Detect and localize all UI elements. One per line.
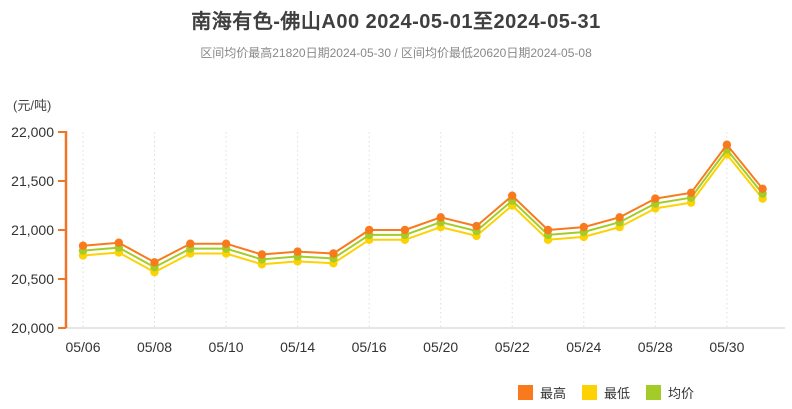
legend-label-low: 最低 — [604, 386, 631, 401]
series-line-low — [82, 153, 764, 274]
x-tick-label: 05/10 — [209, 339, 244, 355]
x-tick-label: 05/22 — [495, 339, 530, 355]
legend-item-avg[interactable]: 均价 — [646, 383, 694, 402]
y-tick-label: 21,500 — [11, 173, 54, 189]
y-tick-label: 22,000 — [11, 124, 54, 140]
data-point-high — [722, 140, 732, 149]
data-point-high — [686, 188, 696, 197]
legend-swatch-avg-icon — [646, 385, 662, 400]
chart-subtitle: 区间均价最高21820日期2024-05-30 / 区间均价最低20620日期2… — [200, 46, 592, 60]
data-point-high — [186, 239, 195, 248]
data-point-high — [579, 222, 588, 232]
data-point-high — [472, 221, 481, 231]
legend-item-low[interactable]: 最低 — [582, 383, 630, 402]
y-axis-unit-label: (元/吨) — [13, 98, 52, 113]
x-tick-label: 05/28 — [638, 339, 673, 355]
data-point-high — [78, 241, 88, 250]
x-tick-label: 05/30 — [709, 339, 744, 355]
legend-swatch-low-icon — [582, 385, 598, 400]
x-tick-label: 05/16 — [352, 339, 387, 355]
data-point-high — [651, 194, 660, 203]
data-point-high — [221, 239, 231, 248]
x-tick-label: 05/14 — [280, 339, 315, 355]
data-point-high — [365, 225, 374, 235]
x-tick-label: 05/24 — [566, 339, 601, 355]
legend-label-avg: 均价 — [668, 386, 695, 401]
data-point-high — [758, 184, 767, 193]
chart-title: 南海有色-佛山A00 2024-05-01至2024-05-31 — [191, 11, 601, 33]
legend-label-high: 最高 — [540, 386, 567, 401]
x-tick-label: 05/06 — [65, 339, 100, 355]
data-point-high — [508, 191, 517, 200]
data-point-high — [400, 225, 410, 235]
data-point-high — [150, 258, 159, 267]
data-point-high — [257, 250, 267, 259]
legend-swatch-high-icon — [518, 385, 533, 400]
y-tick-label: 20,000 — [11, 320, 54, 336]
series-line-high — [82, 143, 764, 264]
data-point-high — [615, 213, 624, 222]
legend-item-high[interactable]: 最高 — [518, 383, 566, 402]
data-point-high — [436, 213, 445, 222]
chart-legend: 最高 最低 均价 — [518, 383, 694, 402]
y-tick-label: 21,000 — [11, 222, 54, 238]
data-point-high — [114, 238, 124, 247]
y-tick-label: 20,500 — [11, 271, 54, 287]
data-point-high — [293, 247, 302, 256]
series-line-avg — [82, 148, 764, 269]
x-tick-label: 05/20 — [423, 339, 458, 355]
data-point-high — [329, 249, 338, 258]
data-point-high — [543, 225, 553, 235]
x-tick-label: 05/08 — [137, 339, 172, 355]
